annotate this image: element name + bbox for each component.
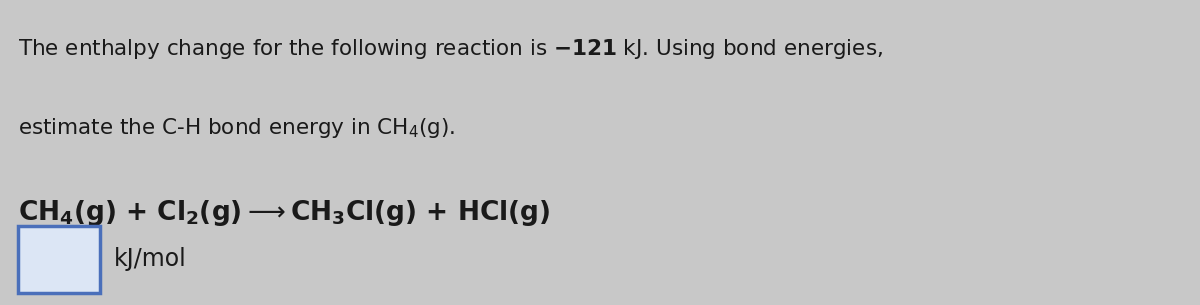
Text: $\mathbf{CH_4}$(g) + $\mathbf{Cl_2}$(g)$\longrightarrow$$\mathbf{CH_3}$Cl(g) + H: $\mathbf{CH_4}$(g) + $\mathbf{Cl_2}$(g)$… <box>18 198 551 228</box>
Text: estimate the C-H bond energy in $\mathregular{CH_4}$(g).: estimate the C-H bond energy in $\mathre… <box>18 116 455 140</box>
Text: The enthalpy change for the following reaction is $\mathbf{-121}$ kJ. Using bond: The enthalpy change for the following re… <box>18 37 883 61</box>
Text: kJ/mol: kJ/mol <box>114 247 187 271</box>
